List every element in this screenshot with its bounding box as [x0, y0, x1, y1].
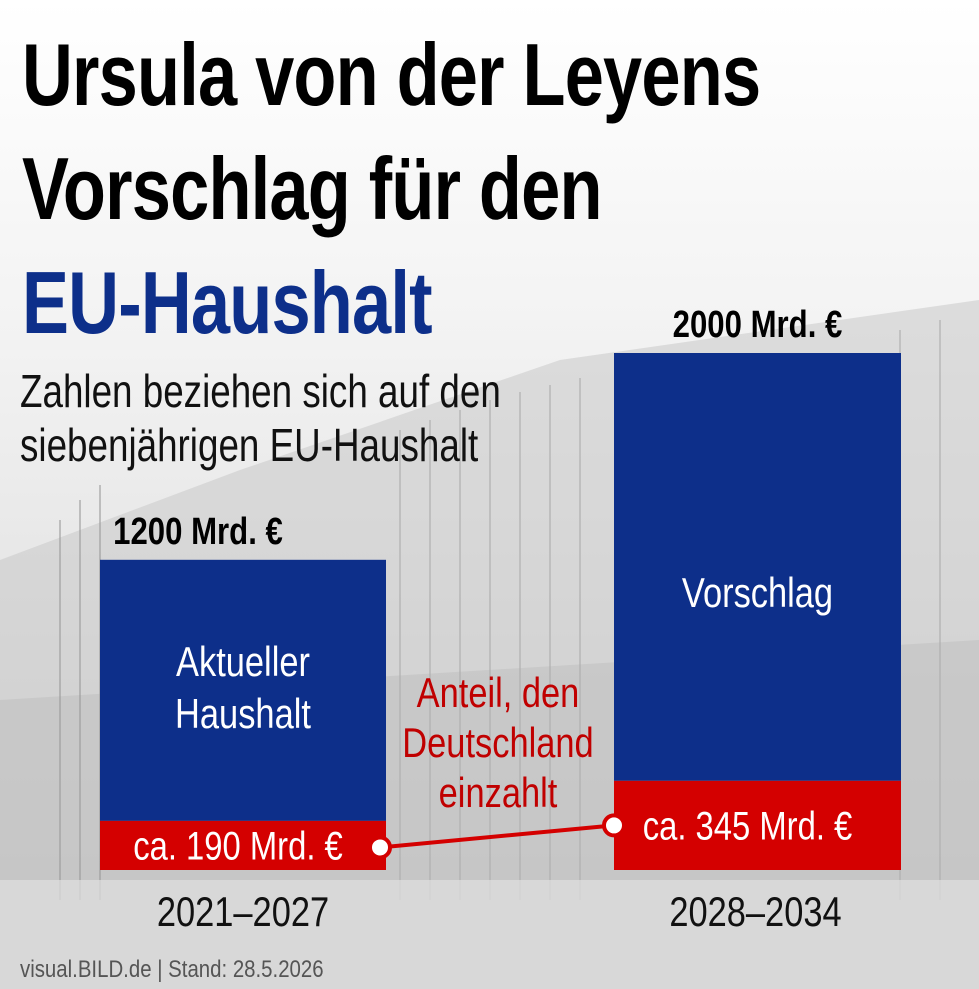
connector-line [379, 823, 615, 850]
bar-inner-label-2-1: Vorschlag [682, 570, 833, 617]
connector-annotation-line-1: Anteil, den [417, 670, 580, 717]
source-footer: visual.BILD.de | Stand: 28.5.2026 [20, 956, 324, 983]
subtitle: Zahlen beziehen sich auf den siebenjähri… [20, 364, 501, 472]
headline: Ursula von der Leyens Vorschlag für den … [22, 18, 761, 360]
total-value-label-2: 2000 Mrd. € [673, 304, 843, 346]
connector-dot-1 [368, 835, 392, 860]
subtitle-line-2: siebenjährigen EU-Haushalt [20, 419, 479, 471]
bar-total-2 [614, 353, 901, 781]
x-tick-label-2: 2028–2034 [669, 889, 841, 936]
total-value-label-1: 1200 Mrd. € [113, 511, 283, 553]
share-value-label-1: ca. 190 Mrd. € [133, 823, 343, 868]
bar-total-1 [100, 559, 386, 821]
headline-line-3: EU-Haushalt [22, 253, 433, 352]
bar-germany-share-1 [100, 820, 386, 870]
bar-germany-share-2 [614, 780, 901, 870]
connector-annotation-line-3: einzahlt [439, 770, 558, 817]
connector-annotation-line-2: Deutschland [402, 720, 593, 767]
subtitle-line-1: Zahlen beziehen sich auf den [20, 365, 501, 417]
share-value-label-2: ca. 345 Mrd. € [643, 803, 853, 848]
headline-line-2: Vorschlag für den [22, 139, 602, 238]
headline-line-1: Ursula von der Leyens [22, 25, 761, 124]
x-tick-label-1: 2021–2027 [157, 889, 329, 936]
bar-inner-label-1-1: Aktueller [176, 639, 310, 686]
bar-inner-label-1-2: Haushalt [175, 691, 311, 738]
connector-dot-2 [602, 813, 626, 838]
